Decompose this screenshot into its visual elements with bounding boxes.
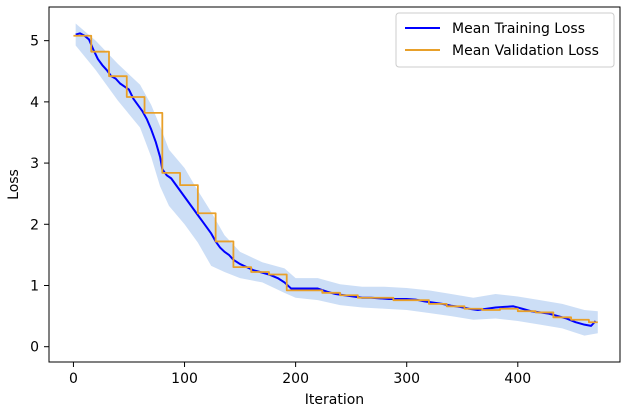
x-tick-label: 200 [282,371,309,387]
y-tick-label: 5 [30,34,39,50]
y-tick-label: 0 [30,340,39,356]
legend: Mean Training Loss Mean Validation Loss [395,12,615,68]
series-layer [73,32,598,327]
y-axis-ticks: 0 1 2 3 4 5 [30,34,49,356]
x-tick-label: 300 [393,371,420,387]
x-axis-ticks: 0 100 200 300 400 [69,362,531,387]
legend-box [395,12,615,68]
training-loss-line [75,32,597,327]
training-loss-band [75,23,598,336]
x-tick-label: 0 [69,371,78,387]
validation-loss-line [73,34,598,324]
y-axis-label: Loss [6,169,22,200]
training-loss-band-layer [75,23,598,336]
plot-frame [48,6,621,363]
legend-label-training: Mean Training Loss [452,21,585,37]
x-axis-label: Iteration [305,392,364,408]
y-tick-label: 4 [30,95,39,111]
y-tick-label: 2 [30,217,39,233]
x-tick-label: 400 [504,371,531,387]
y-tick-label: 1 [30,278,39,294]
legend-label-validation: Mean Validation Loss [452,43,599,59]
x-tick-label: 100 [171,371,198,387]
y-tick-label: 3 [30,156,39,172]
